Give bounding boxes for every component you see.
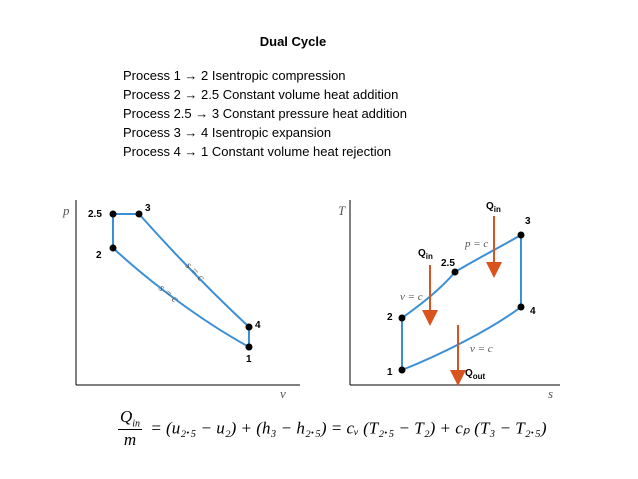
ts-y-axis-label: T (338, 203, 346, 218)
pv-lower-curve-label: s = c (156, 282, 181, 305)
page-title: Dual Cycle (259, 34, 327, 49)
heat-input-equation: Qin m = (u₂.₅ − u₂) + (h₃ − h₂.₅) = cᵥ (… (118, 407, 547, 450)
pv-point-4 (245, 323, 253, 331)
q-in-label-right: Qin (486, 201, 501, 214)
equation-rhs: = (u₂.₅ − u₂) + (h₃ − h₂.₅) = cᵥ (T₂.₅ −… (150, 418, 547, 438)
pv-y-axis-label: p (62, 203, 70, 218)
process-item: Process 3 → 4 Isentropic expansion (123, 125, 332, 140)
process-list: Process 1 → 2 Isentropic compression Pro… (123, 66, 407, 161)
pv-cycle-path (112, 213, 250, 349)
q-out-label: Qout (465, 368, 486, 381)
q-in-subscript: in (426, 252, 433, 261)
ts-label-2: 2 (387, 312, 393, 323)
pv-point-1 (245, 343, 253, 351)
pv-label-1: 1 (246, 354, 252, 365)
ts-point-1 (398, 366, 406, 374)
equation-fraction: Qin m (118, 407, 143, 450)
ts-v-const-upper: v = c (400, 291, 423, 303)
ts-point-3 (517, 231, 525, 239)
pv-point-3 (135, 210, 143, 218)
ts-v-const-lower: v = c (470, 343, 493, 355)
pv-diagram: p v s = c s = c 2.5 3 2 4 1 (62, 200, 300, 401)
ts-label-1: 1 (387, 367, 393, 378)
q-in-subscript: in (494, 205, 501, 214)
ts-label-3: 3 (525, 216, 531, 227)
pv-label-3: 3 (145, 203, 151, 214)
ts-diagram: T s v = c p = c v = c Qin Qin Qout 1 2 2… (338, 200, 560, 401)
equation-denominator: m (123, 430, 137, 450)
process-item: Process 4 → 1 Constant volume heat rejec… (123, 144, 392, 159)
pv-label-2: 2 (96, 250, 102, 261)
pv-upper-curve-label: s = c (183, 260, 207, 284)
equation-numerator-symbol: Q (120, 407, 133, 426)
ts-point-4 (517, 303, 525, 311)
q-out-symbol: Q (465, 368, 473, 379)
pv-point-2 (109, 244, 117, 252)
process-item: Process 2.5 → 3 Constant pressure heat a… (123, 106, 407, 121)
ts-label-4: 4 (530, 306, 536, 317)
equation-numerator: Qin (118, 407, 143, 431)
pv-point-2-5 (109, 210, 117, 218)
ts-x-axis-label: s (548, 386, 553, 401)
ts-p-const: p = c (464, 238, 488, 250)
q-in-symbol: Q (418, 248, 426, 259)
pv-label-2-5: 2.5 (88, 209, 102, 220)
ts-point-2 (398, 314, 406, 322)
process-item: Process 2 → 2.5 Constant volume heat add… (123, 87, 399, 102)
ts-point-2-5 (451, 268, 459, 276)
equation-numerator-subscript: in (132, 418, 141, 430)
q-in-label-left: Qin (418, 248, 433, 261)
pv-x-axis-label: v (280, 386, 286, 401)
q-in-symbol: Q (486, 201, 494, 212)
process-item: Process 1 → 2 Isentropic compression (123, 68, 346, 83)
pv-label-4: 4 (255, 320, 261, 331)
ts-label-2-5: 2.5 (441, 258, 455, 269)
q-out-subscript: out (473, 372, 486, 381)
